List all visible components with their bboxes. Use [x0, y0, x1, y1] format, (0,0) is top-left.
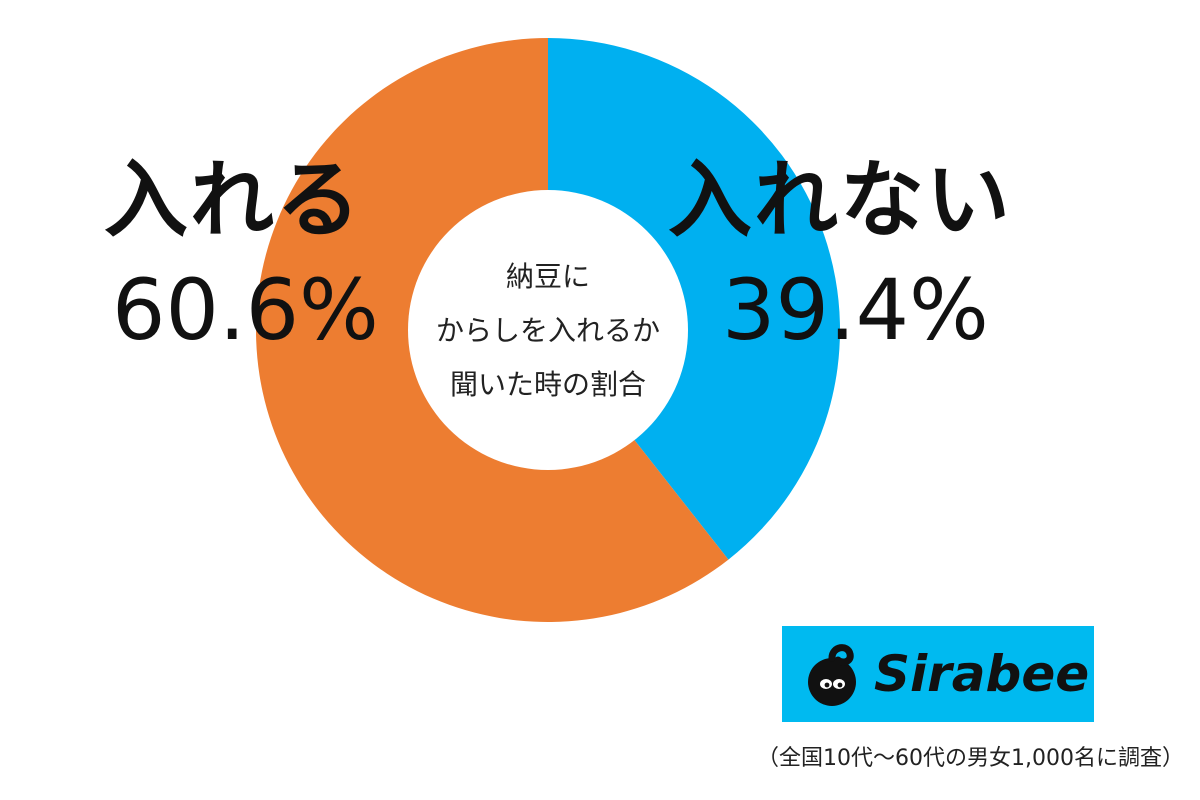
slice-label-ireru: 入れる	[104, 151, 363, 249]
chart-center-title: 納豆に からしを入れるか 聞いた時の割合	[420, 250, 676, 412]
sirabee-mascot-icon	[808, 644, 856, 706]
slice-label-irenai: 入れない	[668, 151, 1013, 249]
slice-value-ireru: 60.6%	[112, 261, 379, 359]
center-text-line-3: 聞いた時の割合	[449, 368, 646, 401]
donut-slice-0	[548, 38, 841, 560]
sirabee-logo-text: Sirabee	[874, 645, 1090, 703]
survey-footnote: （全国10代〜60代の男女1,000名に調査）	[757, 746, 1184, 771]
donut-hole	[408, 190, 688, 470]
sirabee-logo: Sirabee	[782, 626, 1094, 722]
center-text-line-2: からしを入れるか	[435, 314, 660, 347]
center-text-line-1: 納豆に	[505, 260, 590, 293]
slice-value-irenai: 39.4%	[722, 261, 989, 359]
